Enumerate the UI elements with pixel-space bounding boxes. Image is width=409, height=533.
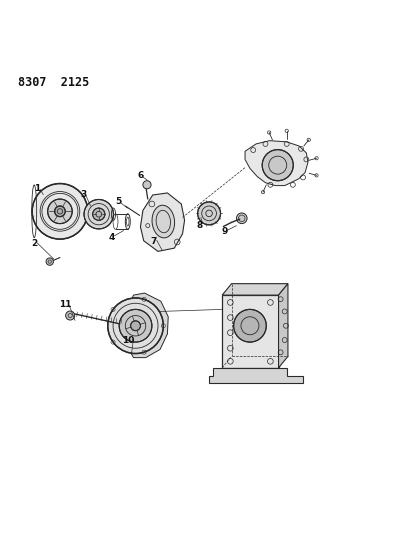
Text: 10: 10 — [122, 336, 135, 344]
Circle shape — [197, 202, 220, 225]
Text: 8307  2125: 8307 2125 — [18, 76, 89, 89]
Circle shape — [143, 181, 151, 189]
Text: 4: 4 — [108, 232, 115, 241]
Polygon shape — [129, 293, 168, 358]
Ellipse shape — [152, 205, 174, 238]
Text: 9: 9 — [221, 227, 227, 236]
Circle shape — [262, 150, 292, 181]
Text: 11: 11 — [59, 300, 71, 309]
Polygon shape — [222, 295, 278, 368]
Circle shape — [65, 311, 74, 320]
Text: 1: 1 — [34, 184, 40, 193]
Circle shape — [92, 208, 105, 220]
Polygon shape — [140, 193, 184, 252]
Circle shape — [54, 206, 65, 216]
Text: 7: 7 — [151, 238, 157, 246]
Circle shape — [46, 258, 53, 265]
Circle shape — [32, 183, 88, 239]
Circle shape — [233, 309, 265, 342]
Circle shape — [47, 199, 72, 224]
Circle shape — [119, 309, 151, 342]
Polygon shape — [209, 368, 302, 383]
Polygon shape — [278, 284, 287, 368]
Polygon shape — [245, 141, 307, 185]
Text: 2: 2 — [31, 239, 37, 248]
Circle shape — [84, 199, 113, 229]
Text: 5: 5 — [115, 197, 121, 206]
Circle shape — [108, 298, 163, 353]
Text: 8: 8 — [196, 221, 202, 230]
Polygon shape — [222, 284, 287, 295]
Circle shape — [130, 321, 140, 330]
Text: 3: 3 — [80, 190, 86, 199]
Text: 6: 6 — [137, 171, 143, 180]
Circle shape — [236, 213, 247, 224]
